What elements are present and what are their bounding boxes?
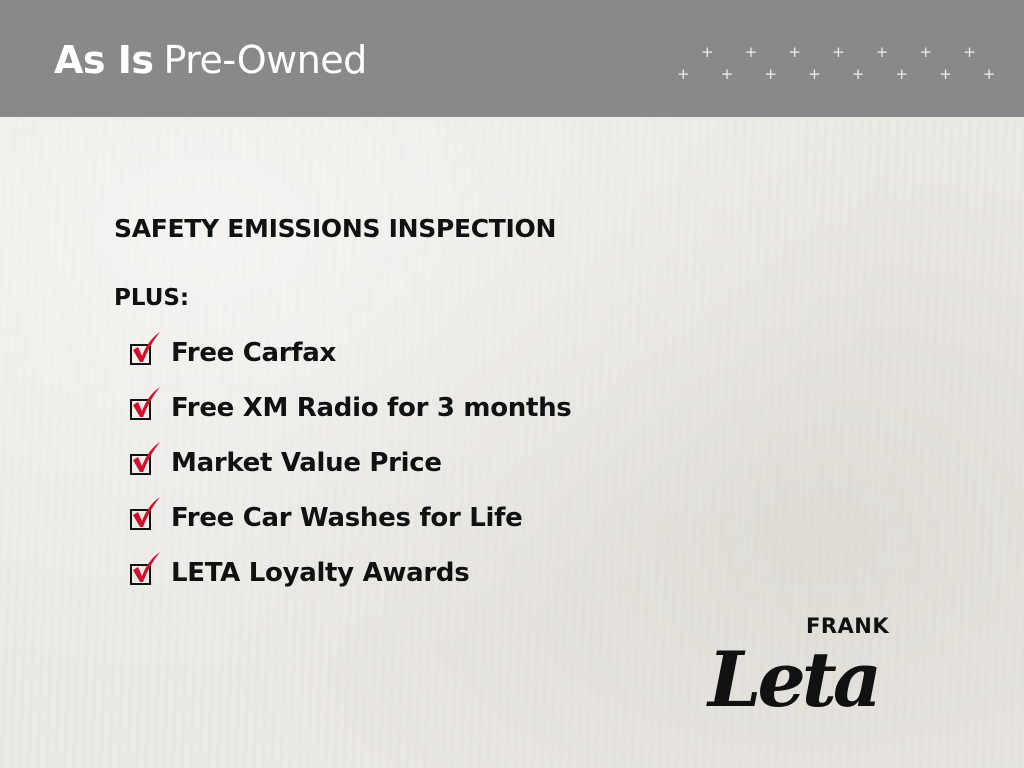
plus-icon: + bbox=[808, 65, 821, 83]
plus-icon: + bbox=[677, 65, 690, 83]
item-label: Free XM Radio for 3 months bbox=[171, 392, 572, 423]
checklist-item: LETA Loyalty Awards bbox=[130, 545, 571, 600]
checklist-item: Free XM Radio for 3 months bbox=[130, 380, 572, 435]
item-label: Free Car Washes for Life bbox=[171, 502, 523, 533]
item-label: LETA Loyalty Awards bbox=[171, 557, 470, 588]
plus-icon: + bbox=[895, 65, 909, 83]
plus-icon: + bbox=[851, 65, 865, 83]
page-title: As Is Pre-Owned bbox=[54, 38, 367, 82]
checkbox-checked-icon bbox=[130, 387, 160, 420]
checkbox-checked-icon bbox=[130, 497, 160, 530]
plus-icon: + bbox=[720, 65, 734, 83]
plus-icon: + bbox=[963, 43, 976, 61]
checklist-item: Free Carfax bbox=[130, 325, 571, 380]
logo-script: Leta bbox=[708, 635, 882, 724]
item-label: Free Carfax bbox=[171, 337, 337, 368]
plus-icon: + bbox=[939, 65, 952, 83]
plus-icon: + bbox=[744, 43, 758, 61]
plus-icon: + bbox=[919, 43, 933, 61]
checklist-item: Free Car Washes for Life bbox=[130, 490, 571, 545]
title-bold: As Is bbox=[54, 38, 154, 82]
item-label: Market Value Price bbox=[171, 447, 442, 478]
frank-leta-logo: FRANK Leta bbox=[706, 612, 906, 724]
checkbox-checked-icon bbox=[130, 552, 160, 585]
checklist-item: Market Value Price bbox=[130, 435, 571, 490]
header-bar: As Is Pre-Owned + + + + + + + + + + + + + + + bbox=[0, 0, 1024, 117]
plus-icon: + bbox=[832, 43, 845, 61]
logo-frank: FRANK bbox=[806, 614, 890, 638]
plus-icon: + bbox=[701, 43, 714, 61]
checkbox-checked-icon bbox=[130, 442, 160, 475]
slide-content: SAFETY EMISSIONS INSPECTION PLUS: Free C… bbox=[114, 214, 572, 600]
plus-icon: + bbox=[788, 43, 801, 61]
section-heading: SAFETY EMISSIONS INSPECTION bbox=[114, 214, 557, 243]
plus-icon: + bbox=[875, 43, 889, 61]
title-rest: Pre-Owned bbox=[163, 38, 368, 82]
plus-icon: + bbox=[764, 65, 777, 83]
plus-label: PLUS: bbox=[114, 285, 190, 311]
checkbox-checked-icon bbox=[130, 332, 160, 365]
plus-icon: + bbox=[982, 65, 996, 83]
checklist: Free Carfax Free XM Radio for 3 months Mar… bbox=[130, 325, 572, 600]
